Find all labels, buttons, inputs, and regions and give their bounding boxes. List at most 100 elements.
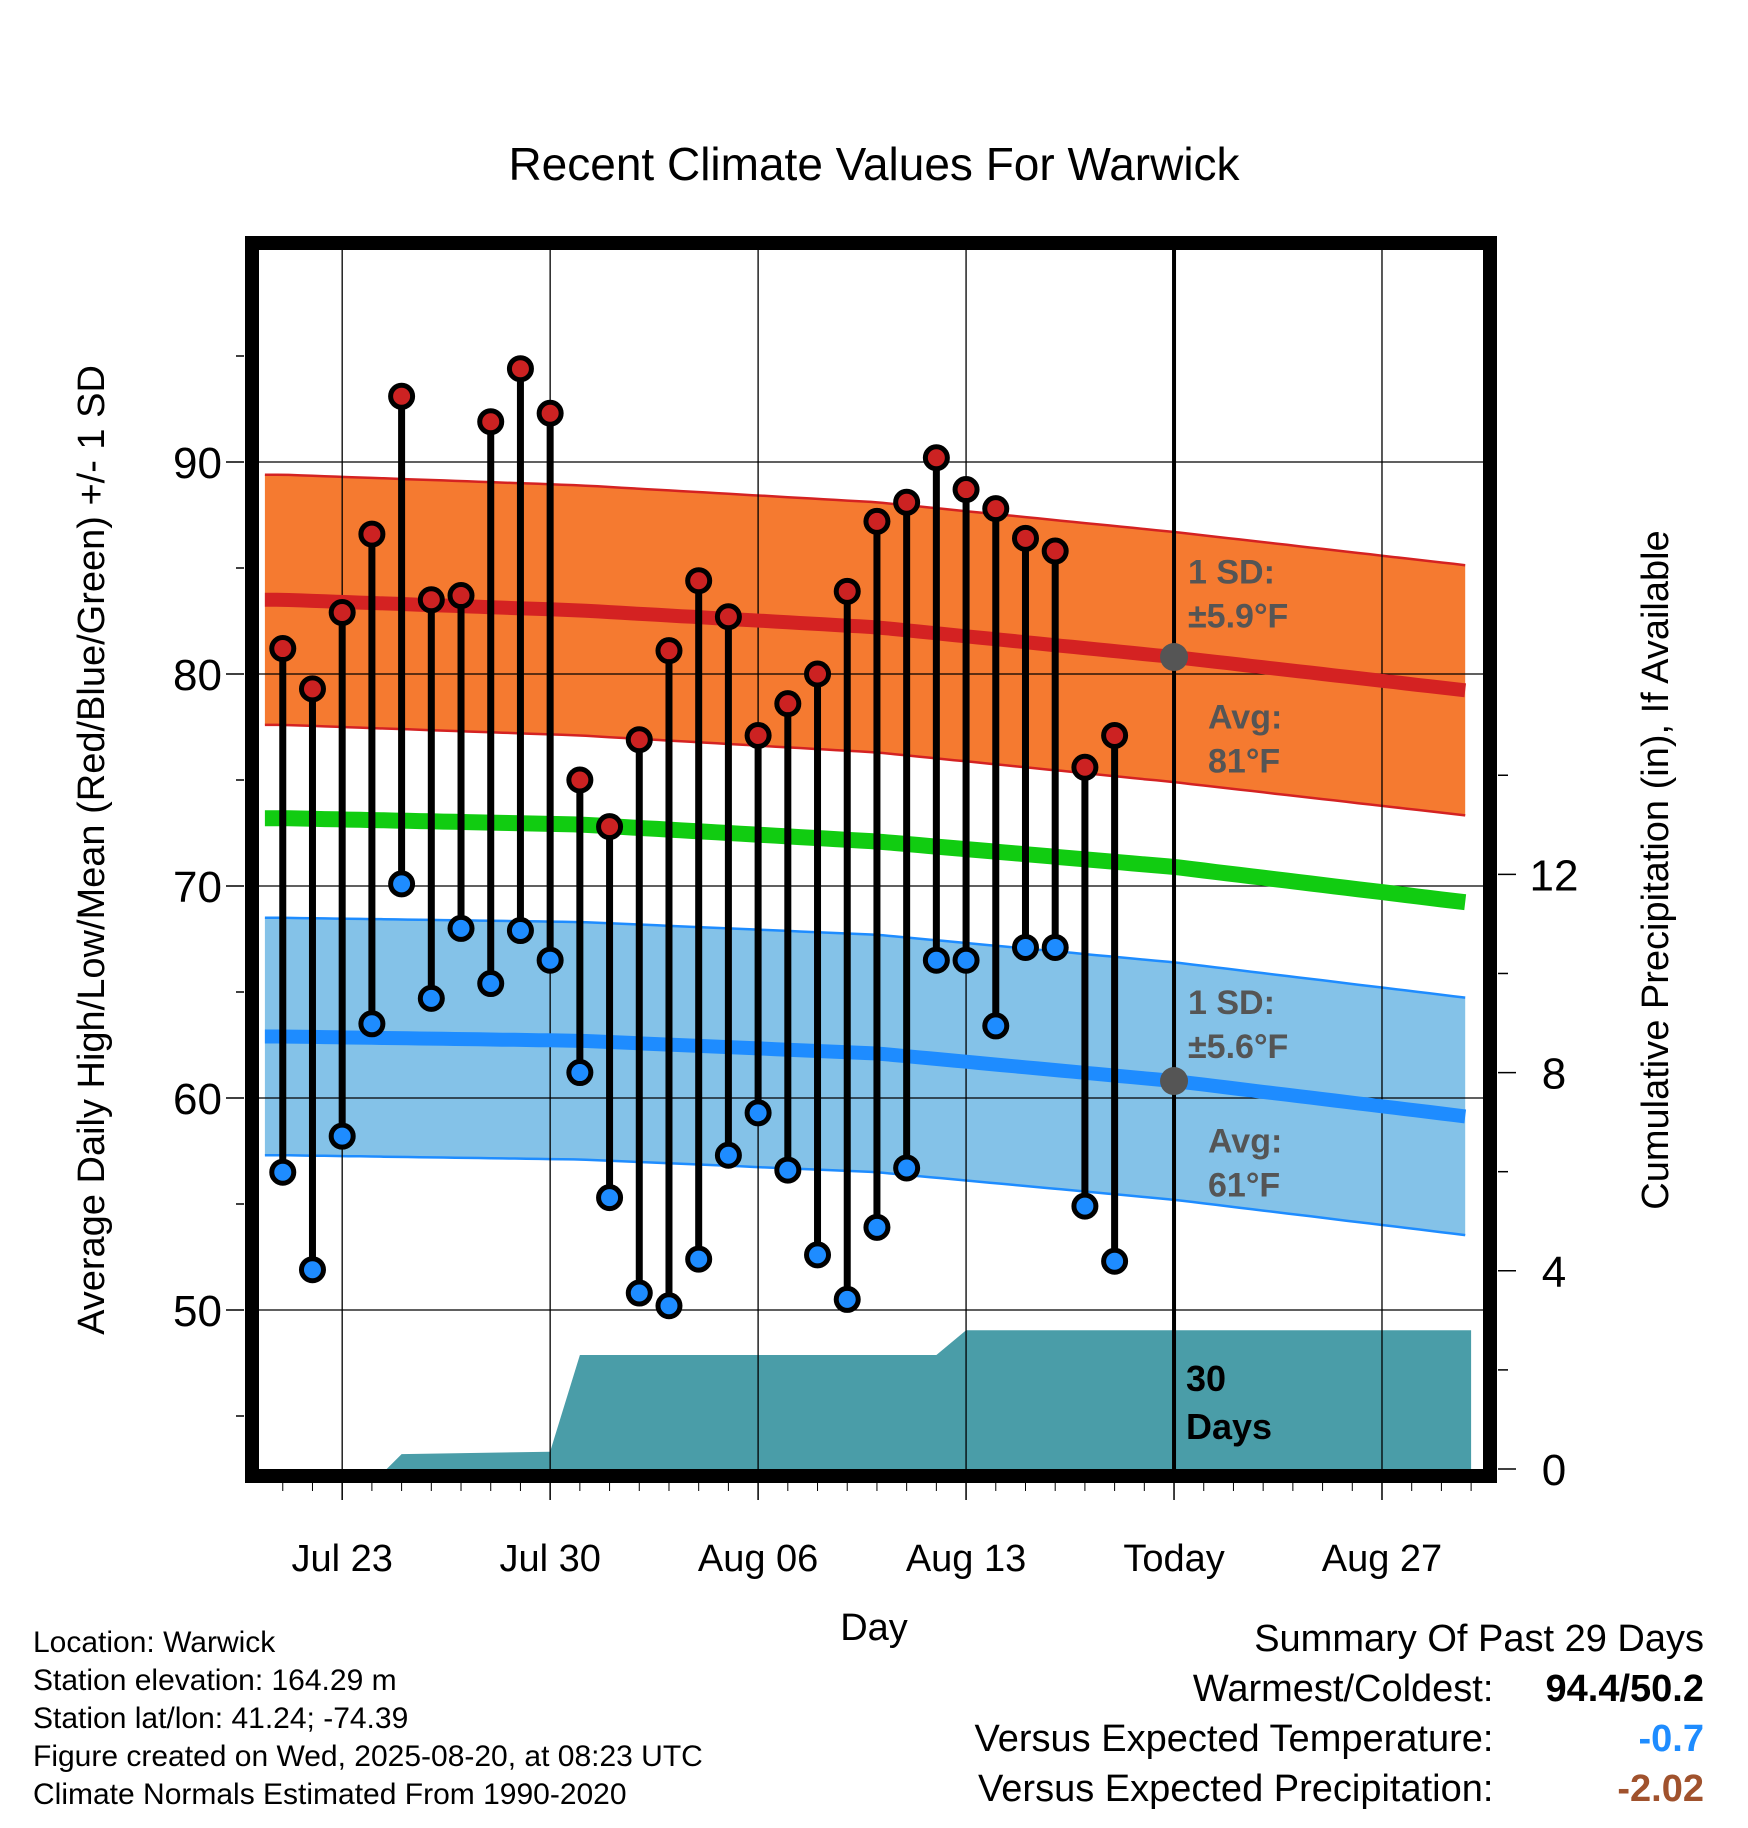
daily-low-point [506, 917, 534, 945]
summary-title: Summary Of Past 29 Days [1254, 1618, 1704, 1660]
daily-low-point [744, 1099, 772, 1127]
daily-high-point [863, 507, 891, 535]
daily-low-point [417, 984, 445, 1012]
daily-high-point [298, 675, 326, 703]
daily-high-point [922, 444, 950, 472]
daily-low-point [1011, 933, 1039, 961]
days-count-label: 30 [1186, 1358, 1226, 1399]
high-sd-band-lower-edge [264, 723, 1466, 817]
daily-high-point [1101, 721, 1129, 749]
daily-low-point [863, 1213, 891, 1241]
precip-row: Versus Expected Precipitation: -2.02 [975, 1764, 1704, 1814]
daily-high-point [1011, 524, 1039, 552]
daily-high-point [506, 355, 534, 383]
daily-high-point [328, 599, 356, 627]
x-axis-label: Day [840, 1607, 908, 1649]
y-axis-label-right: Cumulative Precipitation (in), If Availa… [1635, 530, 1677, 1209]
daily-low-point [655, 1292, 683, 1320]
daily-high-point [566, 766, 594, 794]
daily-low-point [893, 1154, 921, 1182]
y-right-tick-label: 0 [1542, 1446, 1566, 1495]
high-avg-label: Avg: [1208, 698, 1282, 736]
daily-high-point [358, 520, 386, 548]
daily-high-point [714, 603, 742, 631]
daily-high-point [804, 660, 832, 688]
summary-panel: Summary Of Past 29 Days Warmest/Coldest:… [975, 1614, 1704, 1814]
daily-high-point [417, 586, 445, 614]
daily-low-point [1071, 1192, 1099, 1220]
daily-low-point [804, 1241, 832, 1269]
precip-label: Versus Expected Precipitation: [978, 1768, 1494, 1810]
daily-high-point [1041, 537, 1069, 565]
x-tick-label: Aug 27 [1322, 1538, 1442, 1580]
precip-area [386, 1330, 1472, 1469]
daily-high-point [625, 726, 653, 754]
daily-high-point [655, 637, 683, 665]
x-tick-label: Jul 23 [291, 1538, 392, 1580]
daily-low-point [833, 1285, 861, 1313]
avg-low-line [264, 1029, 1467, 1124]
normals-text: Climate Normals Estimated From 1990-2020 [33, 1778, 627, 1811]
daily-low-point [625, 1279, 653, 1307]
daily-high-point [447, 582, 475, 610]
daily-low-point [358, 1010, 386, 1038]
y-axis-label-left: Average Daily High/Low/Mean (Red/Blue/Gr… [71, 365, 113, 1335]
x-tick-label: Aug 06 [698, 1538, 818, 1580]
x-tick-label: Today [1123, 1538, 1224, 1580]
warm-cold-value: 94.4/50.2 [1545, 1668, 1704, 1710]
high-sd-label: 1 SD: [1188, 553, 1275, 591]
daily-low-point [328, 1122, 356, 1150]
daily-high-point [685, 567, 713, 595]
latlon-text: Station lat/lon: 41.24; -74.39 [33, 1702, 409, 1735]
station-info: Location: Warwick Station elevation: 164… [33, 1624, 703, 1814]
daily-high-point [596, 813, 624, 841]
high-avg-value: 81°F [1208, 742, 1280, 780]
daily-low-point [298, 1256, 326, 1284]
high-sd-band [264, 474, 1466, 816]
x-tick-label: Jul 30 [499, 1538, 600, 1580]
location-text: Location: Warwick [33, 1626, 276, 1659]
daily-low-point [388, 870, 416, 898]
y-left-tick-label: 90 [173, 439, 222, 488]
daily-low-point [1101, 1247, 1129, 1275]
daily-high-point [1071, 753, 1099, 781]
y-right-tick-label: 4 [1542, 1248, 1566, 1297]
daily-low-point [685, 1245, 713, 1273]
chart-title: Recent Climate Values For Warwick [508, 138, 1240, 190]
daily-high-point [982, 495, 1010, 523]
y-left-tick-label: 70 [173, 863, 222, 912]
warm-cold-row: Warmest/Coldest: 94.4/50.2 [975, 1664, 1704, 1714]
daily-low-point [566, 1059, 594, 1087]
daily-high-point [744, 721, 772, 749]
y-left-tick-label: 60 [173, 1075, 222, 1124]
y-right-tick-label: 8 [1542, 1050, 1566, 1099]
daily-low-point [447, 914, 475, 942]
daily-low-point [774, 1156, 802, 1184]
warm-cold-label: Warmest/Coldest: [1192, 1668, 1494, 1710]
y-right-tick-label: 12 [1530, 851, 1579, 900]
created-text: Figure created on Wed, 2025-08-20, at 08… [33, 1740, 703, 1773]
daily-high-point [952, 476, 980, 504]
temp-row: Versus Expected Temperature: -0.7 [975, 1714, 1704, 1764]
daily-low-point [269, 1158, 297, 1186]
temp-value: -0.7 [1638, 1718, 1704, 1760]
daily-high-point [833, 577, 861, 605]
plot-inner [259, 250, 1483, 1469]
avg-mean-line [264, 810, 1467, 911]
low-sd-band-lower-edge [264, 1153, 1466, 1237]
daily-low-point [1041, 933, 1069, 961]
low-avg-label: Avg: [1208, 1123, 1282, 1161]
daily-high-point [774, 690, 802, 718]
high-sd-value: ±5.9°F [1188, 597, 1288, 635]
low-sd-label: 1 SD: [1188, 984, 1275, 1022]
x-tick-label: Aug 13 [906, 1538, 1026, 1580]
y-left-tick-label: 80 [173, 651, 222, 700]
daily-high-point [477, 408, 505, 436]
elevation-text: Station elevation: 164.29 m [33, 1664, 397, 1697]
today-avg-low-marker [1160, 1067, 1189, 1096]
days-unit-label: Days [1186, 1406, 1272, 1447]
daily-high-point [269, 635, 297, 663]
daily-low-point [982, 1012, 1010, 1040]
low-sd-value: ±5.6°F [1188, 1028, 1288, 1066]
